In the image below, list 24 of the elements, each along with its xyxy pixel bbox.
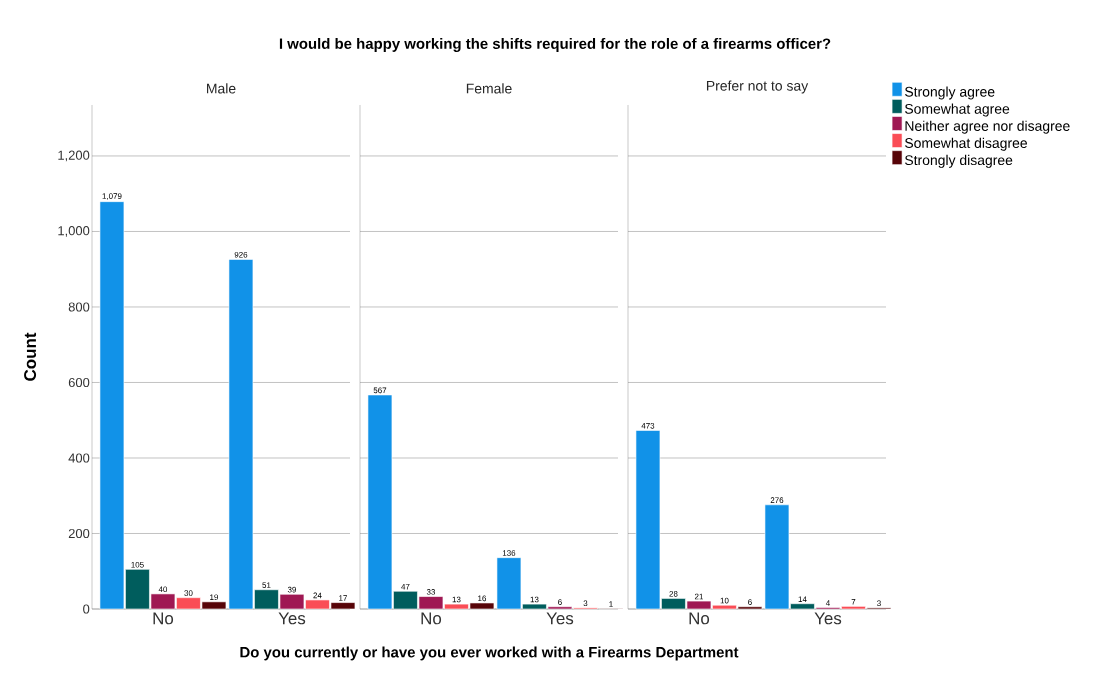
y-tick-label: 200	[68, 528, 90, 539]
x-tick-label: No	[153, 612, 174, 625]
legend-label: Strongly agree	[905, 86, 995, 100]
y-tick-label: 1,200	[58, 150, 90, 162]
x-tick-label: Yes	[546, 612, 574, 625]
text: I would be happy working the shifts required for the role of a firearms officer?	[279, 37, 831, 52]
x-tick-label: Yes	[278, 612, 306, 625]
chart-title: Female	[466, 83, 512, 94]
chart-title: Prefer not to say	[706, 80, 809, 94]
legend-label: Somewhat agree	[905, 103, 1010, 117]
y-tick-label: 400	[68, 453, 90, 463]
legend-label: Strongly disagree	[905, 154, 1013, 168]
x-axis-title: Do you currently or have you ever worked with a Firearms Department	[240, 646, 739, 661]
legend-label: Somewhat disagree	[905, 137, 1027, 151]
y-tick-label: 600	[68, 377, 90, 388]
y-tick-label: 800	[68, 302, 90, 312]
y-axis-title: Count	[24, 332, 37, 381]
x-tick-label: No	[689, 612, 710, 625]
y-tick-label: 1,000	[58, 226, 90, 237]
legend-label: Neither agree nor disagree	[905, 120, 1070, 134]
y-tick-label: 0	[83, 604, 90, 614]
x-tick-label: Yes	[814, 612, 842, 625]
chart-title: Male	[207, 83, 236, 94]
x-tick-label: No	[421, 612, 442, 625]
